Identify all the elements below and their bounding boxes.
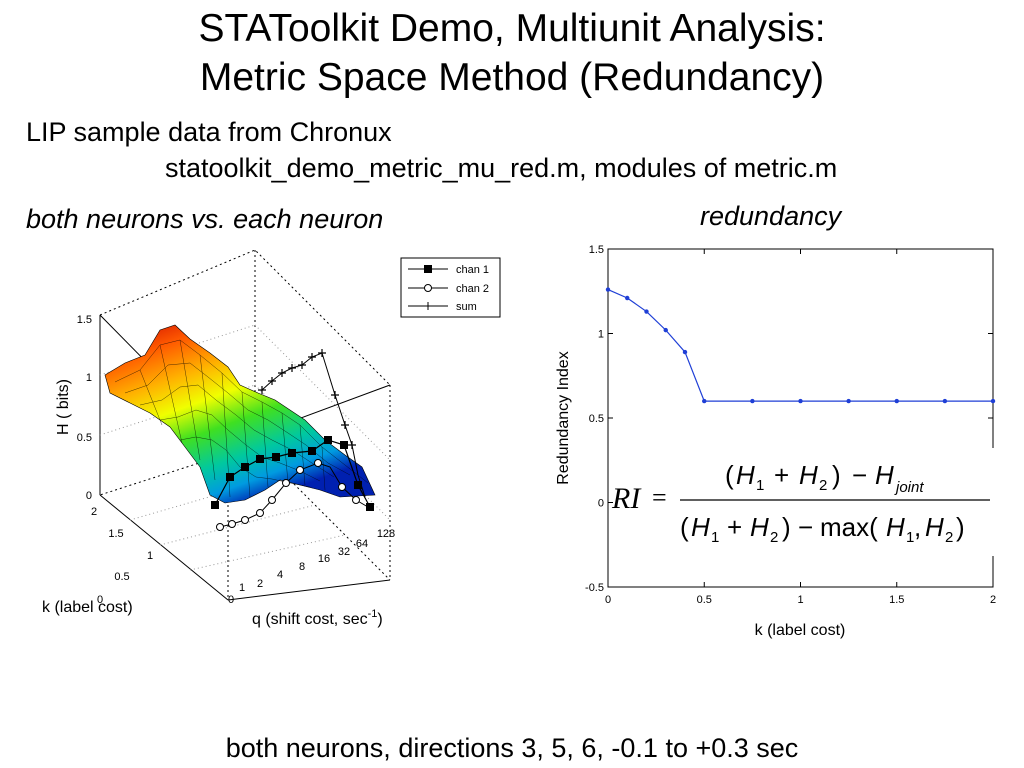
k-axis: 0 0.5 1 1.5 2 xyxy=(91,506,153,606)
redundancy-data-point xyxy=(663,327,668,333)
redundancy-line-chart: -0.500.511.50 0.5 1 1.5 2 Redundancy Index k… xyxy=(555,244,996,639)
svg-text:−: − xyxy=(798,512,813,542)
y-tick-label: 1.5 xyxy=(589,244,604,256)
y-axis-label: Redundancy Index xyxy=(555,351,572,484)
k-tick-label: 1.5 xyxy=(108,528,123,540)
x-tick-label: 0 xyxy=(605,594,611,606)
x-tick-label: 1.5 xyxy=(889,594,904,606)
legend-sum: sum xyxy=(456,301,477,313)
legend: chan 1 chan 2 sum xyxy=(400,257,501,318)
z-tick-label: 1 xyxy=(86,372,92,384)
formula-denominator: ( H 1 + H 2 ) − max( H 1 , H 2 ) xyxy=(680,512,965,546)
q-tick-label: 64 xyxy=(356,538,368,550)
svg-text:+: + xyxy=(727,512,742,542)
z-tick-label: 1.5 xyxy=(77,314,92,326)
legend-chan1: chan 1 xyxy=(456,264,489,276)
q-tick-label: 128 xyxy=(377,528,395,540)
x-tick-label: 1 xyxy=(797,594,803,606)
k-tick-label: 2 xyxy=(91,506,97,518)
entropy-surface xyxy=(104,324,376,504)
slide-title-line-1: STAToolkit Demo, Multiunit Analysis: xyxy=(198,7,826,50)
svg-text:,: , xyxy=(914,512,921,542)
redundancy-data-point xyxy=(846,398,851,404)
q-tick-label: 0 xyxy=(228,594,234,606)
svg-text:1: 1 xyxy=(756,477,764,494)
redundancy-data-point xyxy=(798,398,803,404)
svg-text:H: H xyxy=(799,460,818,490)
sum-curve xyxy=(258,349,366,498)
redundancy-data-point xyxy=(990,398,996,404)
svg-text:max(: max( xyxy=(820,512,878,542)
svg-text:(: ( xyxy=(680,512,689,542)
q-tick-label: 2 xyxy=(257,578,263,590)
redundancy-data-point xyxy=(682,349,688,355)
svg-text:1: 1 xyxy=(711,529,719,546)
q-axis: 0 1 2 4 8 16 32 64 128 xyxy=(228,528,395,606)
source-line: LIP sample data from Chronux xyxy=(26,117,392,147)
q-tick-label: 8 xyxy=(299,561,305,573)
redundancy-series-line xyxy=(607,289,993,402)
redundancy-data-point xyxy=(644,309,649,314)
svg-text:H: H xyxy=(736,460,755,490)
x-tick-label: 0.5 xyxy=(697,594,712,606)
q-axis-label: q (shift cost, sec-1) xyxy=(252,608,383,628)
svg-text:1: 1 xyxy=(906,529,914,546)
q-tick-label: 32 xyxy=(338,546,350,558)
formula-numerator: ( H 1 + H 2 ) − H joint xyxy=(725,460,924,496)
k-axis-label: k (label cost) xyxy=(42,599,133,616)
q-tick-label: 4 xyxy=(277,569,283,581)
svg-text:−: − xyxy=(852,460,867,490)
svg-text:H: H xyxy=(925,512,944,542)
k-tick-label: 0.5 xyxy=(114,571,129,583)
svg-text:+: + xyxy=(774,460,789,490)
z-axis-label: H ( bits) xyxy=(55,379,72,435)
y-tick-label: 1 xyxy=(598,329,604,341)
svg-text:H: H xyxy=(886,512,905,542)
plot-box xyxy=(99,249,391,601)
redundancy-data-point xyxy=(750,398,755,404)
left-plot-heading: both neurons vs. each neuron xyxy=(26,204,384,234)
q-tick-label: 1 xyxy=(239,582,245,594)
legend-chan2: chan 2 xyxy=(456,283,489,295)
slide-footer: both neurons, directions 3, 5, 6, -0.1 t… xyxy=(225,733,799,763)
y-tick-label: 0.5 xyxy=(589,413,604,425)
chan1-curve xyxy=(211,436,374,511)
y-tick-label: 0 xyxy=(598,498,604,510)
svg-text:2: 2 xyxy=(770,529,778,546)
file-line: statoolkit_demo_metric_mu_red.m, modules… xyxy=(165,153,838,183)
chan2-curve xyxy=(216,459,369,531)
svg-text:2: 2 xyxy=(819,477,827,494)
svg-text:(: ( xyxy=(725,460,734,490)
z-tick-label: 0 xyxy=(86,490,92,502)
svg-text:): ) xyxy=(956,512,965,542)
redundancy-data-point xyxy=(605,287,611,292)
slide-title-line-2: Metric Space Method (Redundancy) xyxy=(199,56,825,99)
right-plot-heading: redundancy xyxy=(700,201,842,231)
svg-text:): ) xyxy=(832,460,841,490)
q-tick-label: 16 xyxy=(318,553,330,565)
y-tick-label: -0.5 xyxy=(585,582,604,594)
redundancy-data-point xyxy=(894,398,899,404)
formula-background xyxy=(670,448,995,556)
svg-text:H: H xyxy=(691,512,710,542)
redundancy-formula: RI = ( H 1 + H 2 ) − H joint ( H 1 + H 2… xyxy=(611,448,995,556)
k-tick-label: 1 xyxy=(147,550,153,562)
svg-text:H: H xyxy=(875,460,894,490)
x-axis-label: k (label cost) xyxy=(755,622,846,639)
formula-equals: = xyxy=(652,483,667,512)
formula-lhs: RI xyxy=(611,482,642,515)
redundancy-data-point xyxy=(702,398,707,404)
svg-text:H: H xyxy=(750,512,769,542)
k-tick-label: 0 xyxy=(97,594,103,606)
z-axis: 0 0.5 1 1.5 xyxy=(77,314,92,502)
svg-text:2: 2 xyxy=(945,529,953,546)
svg-text:joint: joint xyxy=(894,479,924,496)
z-tick-label: 0.5 xyxy=(77,432,92,444)
redundancy-data-point xyxy=(625,295,630,301)
x-tick-label: 2 xyxy=(990,594,996,606)
svg-text:): ) xyxy=(782,512,791,542)
redundancy-data-point xyxy=(942,398,948,404)
left-3d-surface-plot: 0 0.5 1 1.5 H ( bits) 0 0.5 1 1.5 2 k (l… xyxy=(42,249,501,628)
